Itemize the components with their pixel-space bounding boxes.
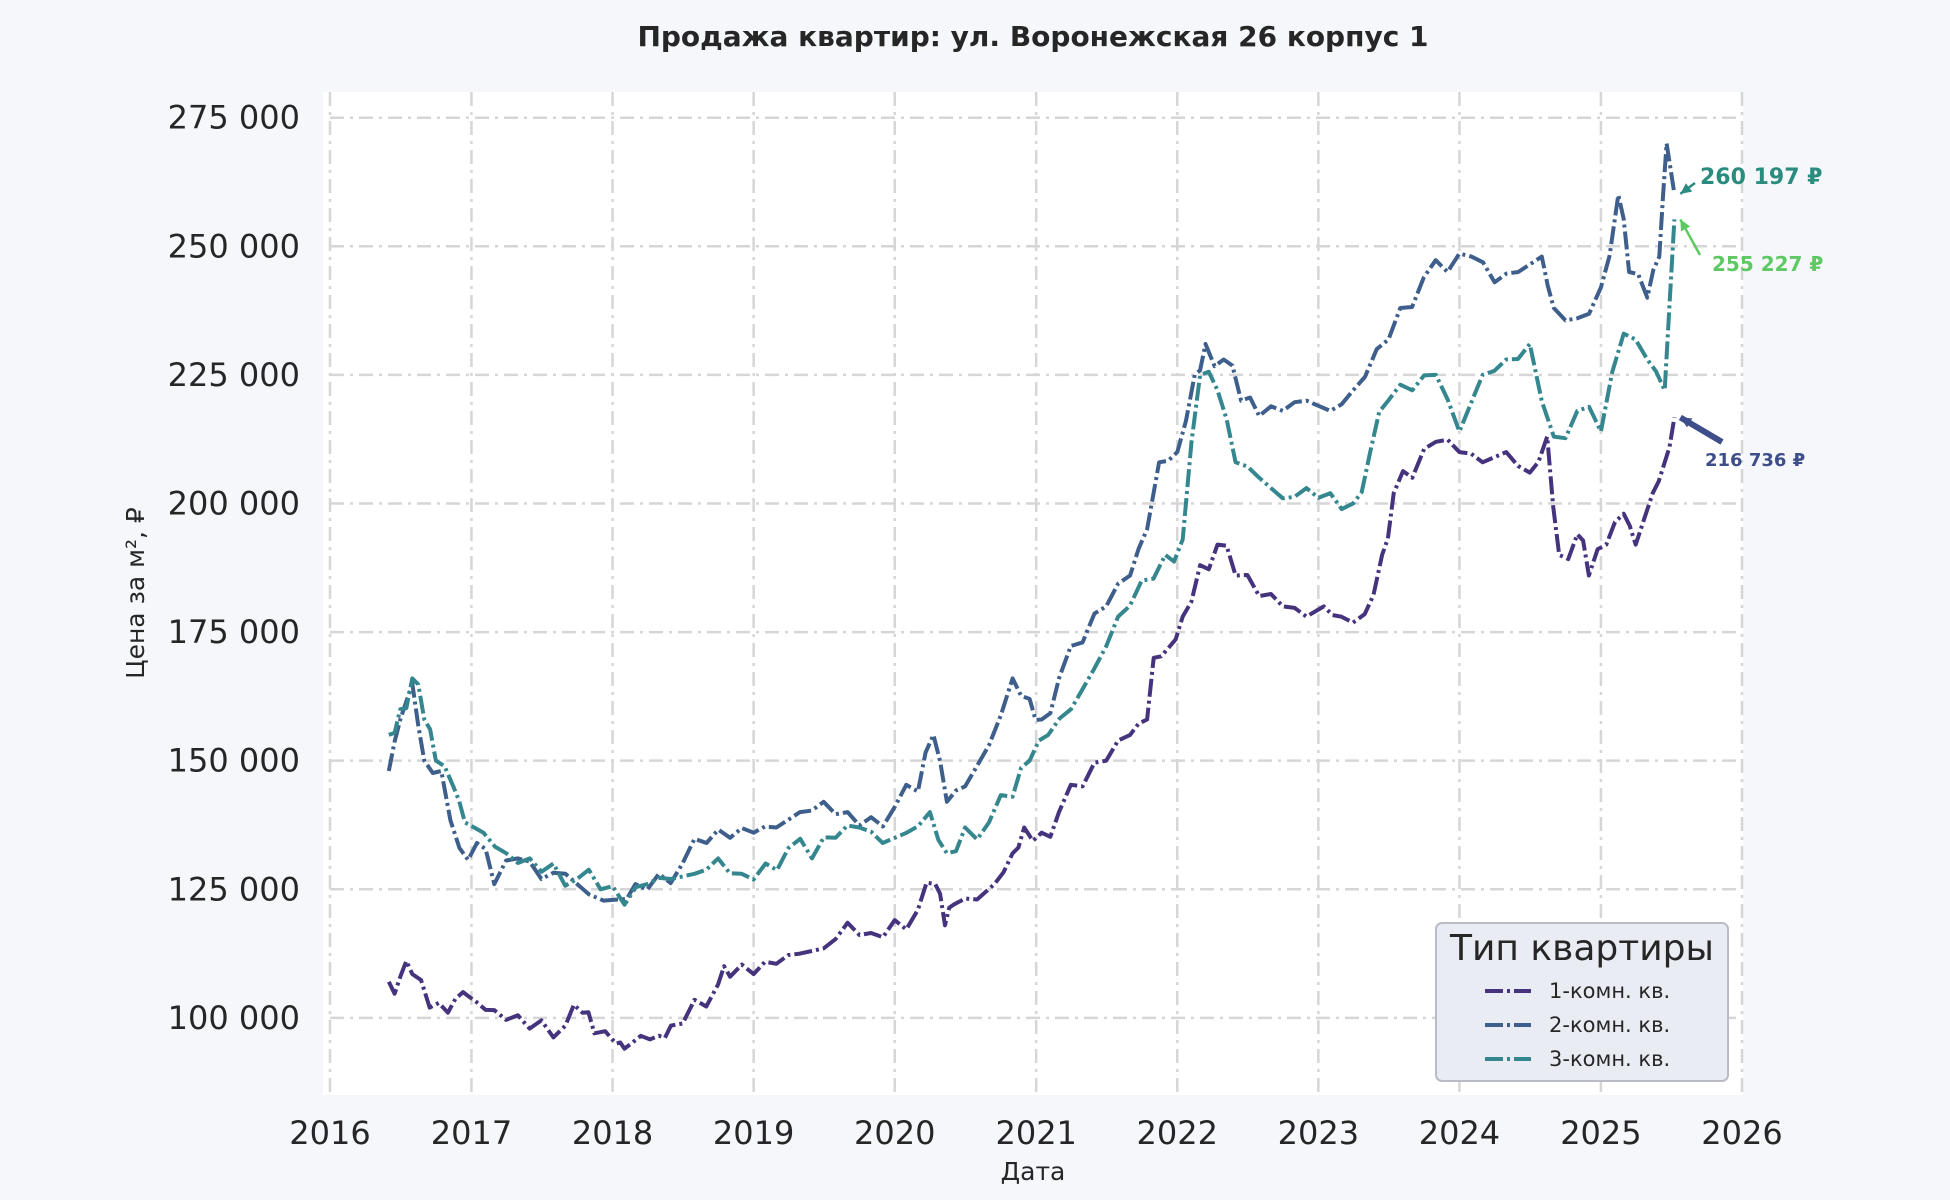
legend-label: 3-комн. кв.	[1549, 1047, 1670, 1071]
x-tick-label: 2020	[854, 1114, 935, 1152]
y-tick-label: 100 000	[168, 999, 300, 1037]
series-line-1	[387, 417, 1677, 1051]
y-tick-label: 225 000	[168, 356, 300, 394]
x-tick-label: 2026	[1701, 1114, 1782, 1152]
annotation-label: 255 227 ₽	[1712, 252, 1823, 276]
series-line-2	[386, 141, 1677, 903]
y-tick-label: 200 000	[168, 484, 300, 522]
y-tick-label: 125 000	[168, 870, 300, 908]
legend-label: 1-комн. кв.	[1549, 979, 1670, 1003]
annotation-arrowhead	[1680, 183, 1693, 194]
annotation-label: 260 197 ₽	[1700, 165, 1822, 190]
series-layer	[386, 141, 1677, 1051]
legend-title: Тип квартиры	[1449, 928, 1714, 969]
legend-label: 2-комн. кв.	[1549, 1013, 1670, 1037]
x-tick-label: 2022	[1137, 1114, 1218, 1152]
legend-box	[1435, 922, 1729, 1082]
x-tick-label: 2023	[1278, 1114, 1359, 1152]
x-tick-label: 2024	[1419, 1114, 1500, 1152]
annotation-label: 216 736 ₽	[1705, 450, 1805, 471]
x-tick-label: 2019	[713, 1114, 794, 1152]
y-tick-label: 150 000	[168, 742, 300, 780]
y-tick-label: 250 000	[168, 227, 300, 265]
annotation-arrowhead	[1680, 417, 1693, 428]
y-tick-label: 175 000	[168, 613, 300, 651]
x-tick-label: 2025	[1560, 1114, 1641, 1152]
series-line-3	[388, 219, 1677, 907]
annotation-arrowhead	[1680, 219, 1691, 232]
y-tick-label: 275 000	[168, 99, 300, 137]
x-ticks: 2016 2017 2018 2019 2020 2021 2022 2023 2024 2025…	[289, 1114, 1782, 1152]
grid	[328, 92, 1744, 1095]
legend-items: 1-комн. кв. 2-комн. кв. 3-комн. кв.	[1485, 979, 1670, 1071]
y-ticks: 100 000 125 000 150 000 175 000 200 000 225 0…	[168, 99, 300, 1037]
x-axis-label: Дата	[1001, 1157, 1066, 1186]
chart-title: Продажа квартир: ул. Воронежская 26 корп…	[637, 20, 1428, 53]
x-tick-label: 2017	[431, 1114, 512, 1152]
x-tick-label: 2021	[995, 1114, 1076, 1152]
x-tick-label: 2016	[289, 1114, 370, 1152]
annotation-layer: 260 197 ₽ 255 227 ₽ 216 736 ₽	[1678, 165, 1823, 471]
y-axis-label: Цена за м², ₽	[121, 507, 150, 679]
x-tick-label: 2018	[572, 1114, 653, 1152]
legend: Тип квартиры 1-комн. кв. 2-комн. кв. 3-ком…	[1435, 922, 1729, 1082]
